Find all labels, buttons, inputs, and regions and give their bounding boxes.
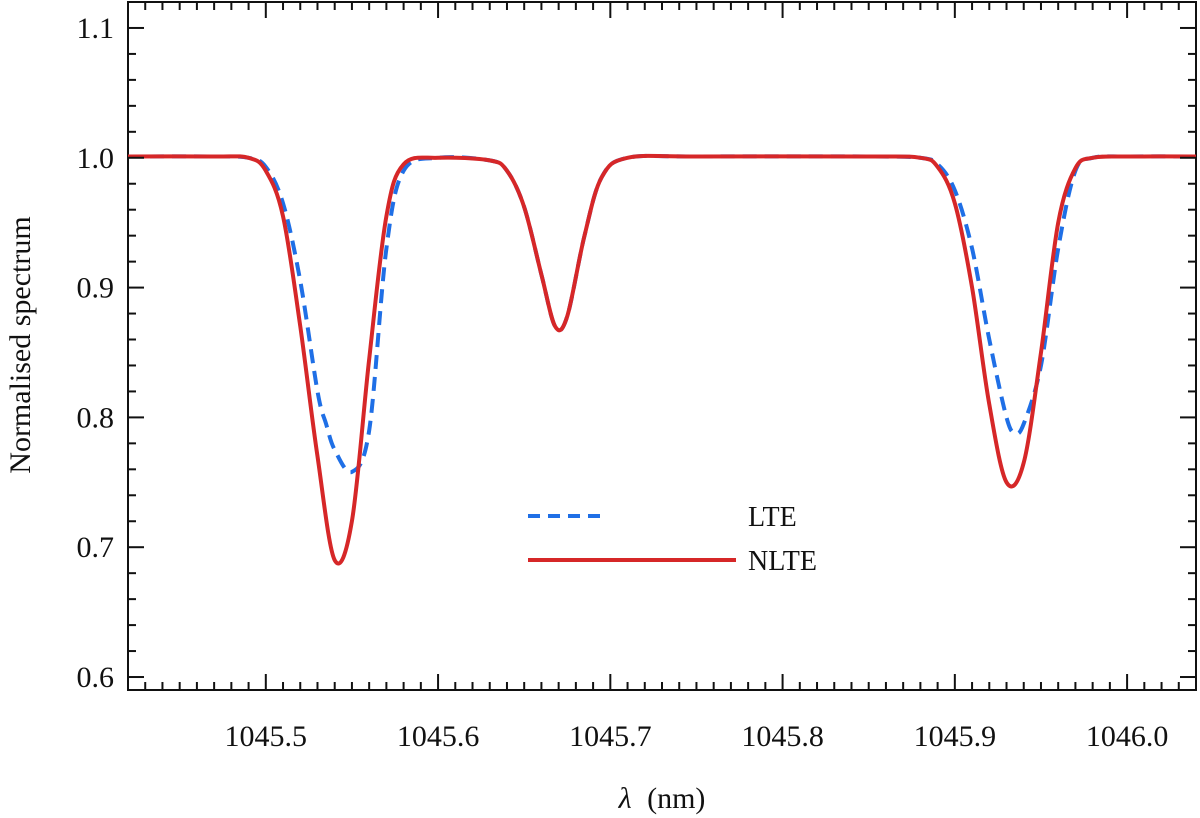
y-axis-label: Normalised spectrum [4,216,37,473]
x-axis-symbol: λ [618,782,632,815]
x-tick-label: 1046.0 [1086,720,1169,753]
series-lines [127,153,1197,566]
y-tick-label: 0.9 [77,272,115,305]
x-axis-unit: (nm) [647,782,705,815]
series-line-lte [127,153,1197,475]
x-tick-label: 1045.5 [225,720,308,753]
series-line-nlte [127,153,1197,566]
x-axis-label: λ (nm) [618,782,706,815]
x-tick-label: 1045.6 [397,720,480,753]
x-tick-label: 1045.7 [569,720,652,753]
plot-frame [127,1,1197,691]
y-tick-label: 0.6 [77,661,115,694]
axis-ticks: 1045.5 1045.6 1045.7 1045.8 1045.9 1046.0 0.6 0… [77,1,1197,753]
legend-label-lte: LTE [748,502,797,533]
plot-axes [127,1,1197,691]
y-tick-label: 1.1 [77,12,115,45]
y-tick-label: 0.7 [77,531,115,564]
y-tick-label: 1.0 [77,142,115,175]
x-tick-label: 1045.9 [914,720,997,753]
legend-label-nlte: NLTE [748,546,817,577]
y-tick-label: 0.8 [77,401,115,434]
legend: LTE NLTE [528,502,817,577]
x-tick-label: 1045.8 [741,720,824,753]
